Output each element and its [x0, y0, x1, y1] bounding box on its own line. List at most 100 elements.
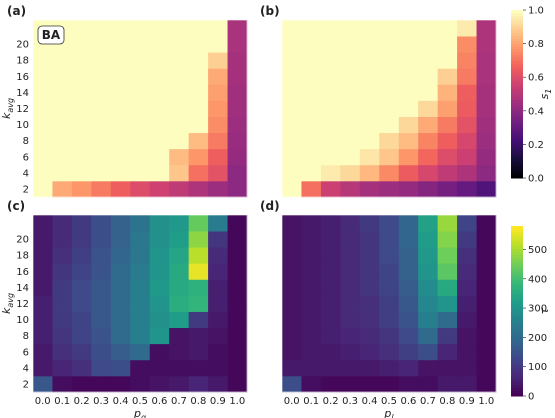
heatmap-cell [188, 20, 209, 37]
heatmap-panel-2: (b) [260, 4, 497, 198]
heatmap-panel-3: 2 4 6 8 10 12 14 16 18 20 kavg 0.0 0.1 0.2 0.3 0.4 0.5 0.… [0, 199, 248, 418]
colorbar-segment [511, 166, 523, 171]
heatmap-cell [398, 247, 419, 264]
colorbar-tick-label: 0.2 [528, 140, 544, 151]
colorbar-segment [511, 82, 523, 87]
y-tick-label: 14 [16, 283, 29, 294]
heatmap-cell [227, 132, 248, 150]
colorbar-segment [511, 311, 523, 315]
x-tick-label: 0.2 [74, 396, 90, 407]
heatmap-cell [169, 263, 190, 280]
heatmap-cell [301, 36, 322, 53]
heatmap-cell [398, 148, 419, 166]
heatmap-cell [130, 164, 151, 182]
colorbar-segment [511, 172, 523, 176]
heatmap-cell [227, 148, 248, 166]
heatmap-cell [320, 84, 341, 101]
colorbar-tick-label: 200 [528, 333, 547, 344]
heatmap-cell [130, 295, 151, 312]
heatmap-cell [33, 327, 53, 345]
colorbar-segment [511, 322, 523, 326]
colorbar-segment [511, 46, 523, 50]
heatmap-cell [457, 327, 477, 345]
colorbar-segment [511, 367, 523, 371]
heatmap-cell [188, 247, 209, 264]
colorbar-segment [511, 362, 523, 366]
x-tick-label: 1.0 [229, 396, 245, 407]
colorbar-segment [511, 158, 523, 162]
heatmap-cell [188, 263, 209, 280]
heatmap-cell [110, 36, 131, 53]
heatmap-cell [320, 231, 341, 248]
colorbar-segment [511, 285, 523, 289]
heatmap-cell [208, 215, 228, 232]
heatmap-cell [149, 164, 170, 182]
colorbar-segment [511, 94, 523, 98]
heatmap-cell [320, 148, 341, 166]
heatmap-cell [340, 20, 361, 37]
y-tick-label: 14 [16, 88, 29, 99]
heatmap-cell [91, 116, 112, 134]
heatmap-cell [340, 359, 361, 377]
heatmap-cell [320, 279, 341, 296]
colorbar-segment [511, 279, 523, 284]
heatmap-cell [208, 359, 228, 377]
colorbar-segment [511, 379, 523, 383]
heatmap-cell [208, 295, 228, 312]
y-tick-label: 8 [23, 331, 29, 342]
colorbar-segment [511, 141, 523, 145]
heatmap-cell [71, 295, 92, 312]
heatmap-cell [169, 180, 190, 198]
heatmap-cell [282, 52, 302, 69]
heatmap-cell [437, 279, 458, 296]
colorbar-segment [511, 85, 523, 89]
heatmap-cell [301, 116, 322, 134]
heatmap-cell [110, 295, 131, 312]
heatmap-cell [320, 247, 341, 264]
heatmap-cell [320, 164, 341, 182]
heatmap-cell [91, 247, 112, 264]
heatmap-cell [188, 36, 209, 53]
colorbar-segment [511, 254, 523, 258]
heatmap-cell [476, 327, 497, 345]
heatmap-cell [110, 100, 131, 117]
heatmap-cell [71, 375, 92, 393]
heatmap-cell [130, 375, 151, 393]
y-tick-label: 4 [23, 363, 29, 374]
colorbar-segment [511, 88, 523, 92]
heatmap-cell [398, 100, 419, 117]
colorbar-segment [511, 63, 523, 67]
heatmap-cell [169, 164, 190, 182]
colorbar-tick-label: 100 [528, 362, 547, 373]
colorbar-segment [511, 102, 523, 106]
panel-frame [281, 19, 497, 198]
heatmap-cell [398, 36, 419, 53]
heatmap-cell [437, 215, 458, 232]
heatmap-cell [476, 375, 497, 393]
y-axis-label: kavg [0, 98, 15, 119]
heatmap-cell [437, 327, 458, 345]
heatmap-cell [110, 20, 131, 37]
heatmap-cell [169, 68, 190, 85]
y-tick-label: 4 [23, 168, 29, 179]
heatmap-cell [282, 100, 302, 117]
heatmap-cell [301, 343, 322, 361]
heatmap-cell [379, 279, 400, 296]
heatmap-cell [282, 36, 302, 53]
x-tick-label: 0.1 [303, 396, 319, 407]
heatmap-cell [110, 311, 131, 329]
heatmap-cell [320, 215, 341, 232]
heatmap-cell [457, 36, 477, 53]
x-tick-label: 0.7 [171, 396, 187, 407]
heatmap-cell [476, 84, 497, 101]
colorbar-segment [511, 169, 523, 173]
heatmap-cell [398, 20, 419, 37]
heatmap-cell [208, 148, 228, 166]
heatmap-cell [52, 68, 73, 85]
heatmap-cell [457, 116, 477, 134]
heatmap-cell [301, 68, 322, 85]
colorbar-segment [511, 330, 523, 335]
heatmap-cell [359, 359, 380, 377]
x-tick-label: 0.4 [362, 396, 378, 407]
